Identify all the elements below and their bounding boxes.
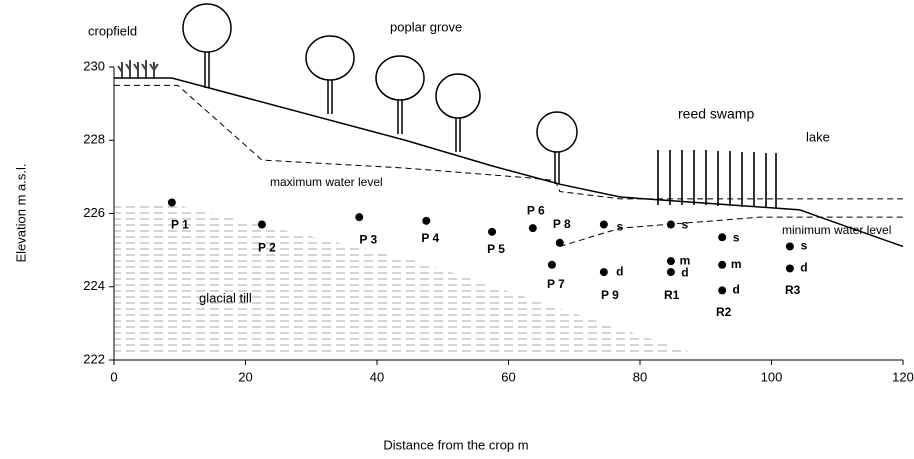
y-tick-label: 222 — [83, 351, 105, 366]
point-label: s — [616, 220, 623, 234]
point — [488, 227, 497, 236]
point-label: P 7 — [547, 277, 565, 291]
point — [547, 260, 556, 269]
x-tick-label: 0 — [110, 369, 117, 384]
point — [167, 198, 176, 207]
y-tick-label: 228 — [83, 132, 105, 147]
x-tick-label: 80 — [633, 369, 647, 384]
point-label: P 4 — [421, 231, 439, 245]
x-tick-label: 40 — [370, 369, 384, 384]
point-label: m — [731, 257, 742, 271]
point-label: P 1 — [171, 218, 189, 232]
annotation: glacial till — [199, 290, 252, 305]
point — [666, 220, 675, 229]
x-tick-label: 120 — [892, 369, 914, 384]
point-label: P 3 — [359, 232, 377, 246]
point-label: m — [680, 253, 691, 267]
annotation: lake — [806, 129, 830, 144]
point — [666, 268, 675, 277]
annotation: reed swamp — [678, 106, 754, 122]
annotation: R2 — [716, 305, 732, 319]
point-label: P 2 — [258, 241, 276, 255]
x-tick-label: 20 — [238, 369, 252, 384]
max-water-line — [114, 84, 903, 200]
point — [257, 220, 266, 229]
point-label: d — [733, 283, 740, 297]
point — [785, 264, 794, 273]
point-label: P 5 — [487, 242, 505, 256]
surface-line — [114, 77, 904, 248]
point — [555, 238, 564, 247]
x-axis-label: Distance from the crop m — [383, 437, 528, 452]
annotation: cropfield — [88, 23, 137, 38]
annotation: R1 — [664, 288, 680, 302]
reeds — [657, 150, 777, 208]
y-axis-label: Elevation m a.s.l. — [13, 164, 28, 263]
point — [718, 233, 727, 242]
y-tick-label: 230 — [83, 58, 105, 73]
max-water-label: maximum water level — [270, 175, 383, 189]
point-label: d — [681, 265, 688, 279]
point-label: d — [616, 264, 623, 278]
cropfield-plants — [117, 60, 159, 78]
min-water-label: minimum water level — [782, 223, 891, 237]
point — [718, 286, 727, 295]
y-tick-label: 224 — [83, 278, 105, 293]
point-label: P 8 — [553, 217, 571, 231]
annotation: R3 — [785, 283, 801, 297]
point-label: d — [800, 261, 807, 275]
point-label: s — [801, 239, 808, 253]
y-tick-label: 226 — [83, 205, 105, 220]
point-label: s — [682, 218, 689, 232]
annotation: P 9 — [601, 288, 619, 302]
point-label: P 6 — [527, 203, 545, 217]
annotation: poplar grove — [390, 19, 462, 34]
min-water-line — [559, 216, 903, 247]
point — [599, 220, 608, 229]
point — [785, 242, 794, 251]
point — [666, 257, 675, 266]
x-tick-label: 100 — [761, 369, 783, 384]
point — [599, 268, 608, 277]
point — [718, 260, 727, 269]
point — [528, 224, 537, 233]
point — [422, 216, 431, 225]
point — [355, 213, 364, 222]
x-tick-label: 60 — [501, 369, 515, 384]
trees — [182, 3, 578, 184]
point-label: s — [733, 230, 740, 244]
glacial-till-area — [114, 206, 690, 352]
